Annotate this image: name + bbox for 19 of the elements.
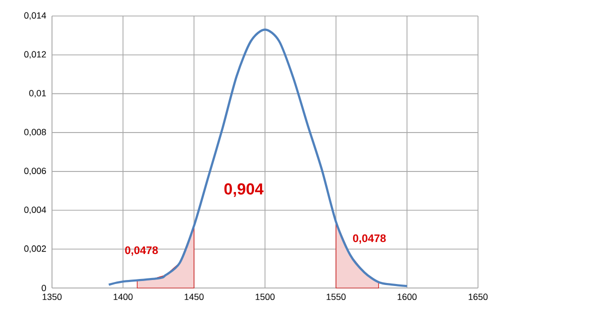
y-tick-label: 0,01: [29, 90, 46, 98]
y-tick-label: 0,014: [24, 12, 46, 20]
y-tick-label: 0,008: [24, 128, 46, 136]
y-tick-label: 0,012: [24, 51, 46, 59]
annotation: 0,0478: [353, 234, 386, 244]
y-tick-label: 0: [42, 284, 46, 292]
annotation: 0,904: [224, 183, 264, 197]
x-tick-label: 1400: [114, 294, 133, 300]
y-tick-label: 0,006: [24, 168, 46, 176]
y-tick-label: 0,004: [24, 206, 46, 214]
x-tick-label: 1450: [184, 294, 204, 300]
x-tick-label: 1550: [326, 294, 346, 300]
x-tick-label: 1500: [256, 294, 275, 300]
annotation: 0,0478: [125, 246, 158, 256]
x-tick-label: 1650: [468, 294, 488, 300]
x-tick-label: 1350: [42, 294, 62, 300]
x-tick-label: 1600: [398, 294, 417, 300]
y-tick-label: 0,002: [24, 245, 46, 253]
line-series: [108, 28, 408, 288]
